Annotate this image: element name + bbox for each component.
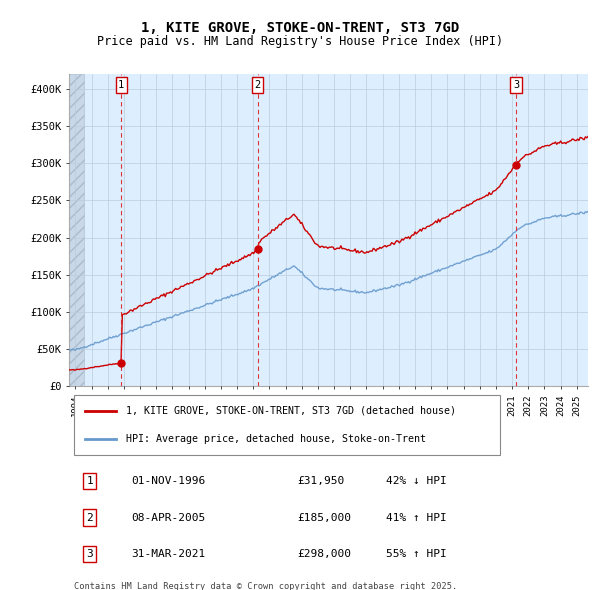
Text: 55% ↑ HPI: 55% ↑ HPI [386,549,446,559]
Text: 01-NOV-1996: 01-NOV-1996 [131,476,206,486]
Text: HPI: Average price, detached house, Stoke-on-Trent: HPI: Average price, detached house, Stok… [126,434,426,444]
Text: £185,000: £185,000 [298,513,352,523]
Text: 31-MAR-2021: 31-MAR-2021 [131,549,206,559]
Text: 3: 3 [86,549,93,559]
Text: £31,950: £31,950 [298,476,344,486]
Text: 42% ↓ HPI: 42% ↓ HPI [386,476,446,486]
Text: 1, KITE GROVE, STOKE-ON-TRENT, ST3 7GD: 1, KITE GROVE, STOKE-ON-TRENT, ST3 7GD [141,21,459,35]
Text: 1: 1 [86,476,93,486]
Text: 1, KITE GROVE, STOKE-ON-TRENT, ST3 7GD (detached house): 1, KITE GROVE, STOKE-ON-TRENT, ST3 7GD (… [126,405,456,415]
Text: 41% ↑ HPI: 41% ↑ HPI [386,513,446,523]
Text: Contains HM Land Registry data © Crown copyright and database right 2025.
This d: Contains HM Land Registry data © Crown c… [74,582,457,590]
Text: £298,000: £298,000 [298,549,352,559]
Text: 2: 2 [254,80,261,90]
FancyBboxPatch shape [74,395,500,455]
Text: Price paid vs. HM Land Registry's House Price Index (HPI): Price paid vs. HM Land Registry's House … [97,35,503,48]
Text: 2: 2 [86,513,93,523]
Text: 3: 3 [513,80,519,90]
Text: 1: 1 [118,80,124,90]
Text: 08-APR-2005: 08-APR-2005 [131,513,206,523]
